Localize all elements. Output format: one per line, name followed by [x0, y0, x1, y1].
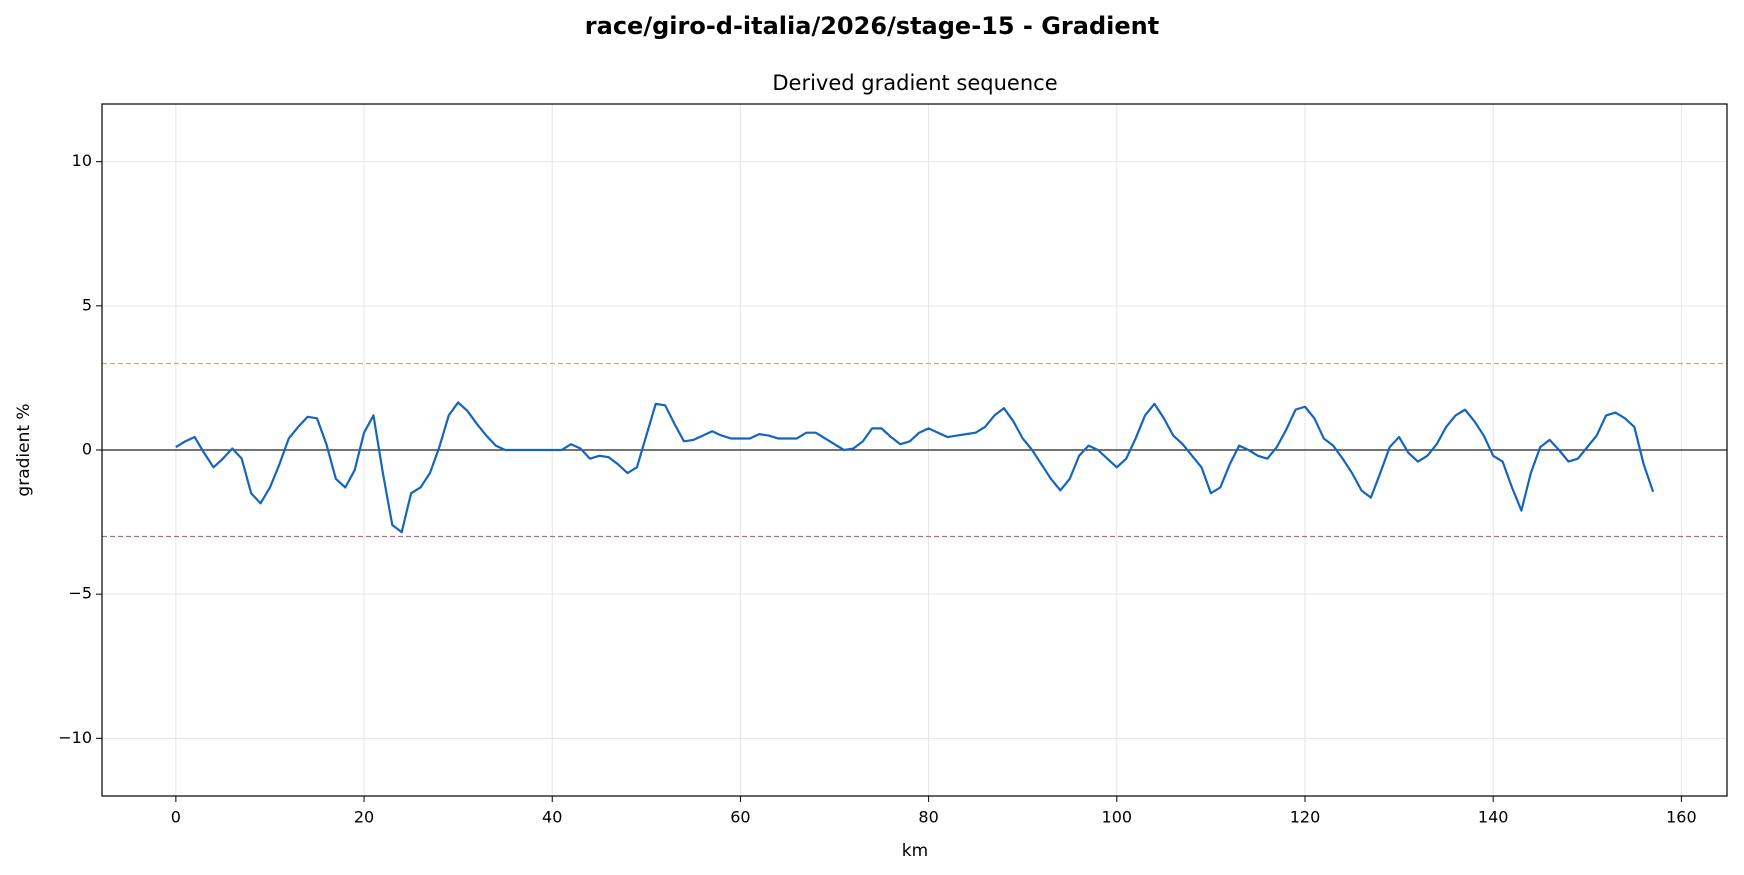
- x-tick-label: 120: [1290, 808, 1321, 827]
- x-tick-label: 100: [1102, 808, 1133, 827]
- y-tick-label: 10: [72, 151, 92, 170]
- chart-subtitle: Derived gradient sequence: [772, 71, 1057, 95]
- x-axis-label: km: [902, 841, 928, 861]
- y-axis-label: gradient %: [14, 403, 34, 496]
- y-tick-label: 5: [82, 295, 92, 314]
- x-tick-label: 20: [354, 808, 374, 827]
- x-tick-label: 40: [542, 808, 562, 827]
- y-tick-label: −5: [68, 584, 92, 603]
- y-tick-label: −10: [58, 728, 92, 747]
- chart-title: race/giro-d-italia/2026/stage-15 - Gradi…: [585, 12, 1159, 40]
- data-line: [175, 401, 1655, 534]
- plot-frame: [101, 103, 1728, 797]
- x-tick-label: 60: [730, 808, 750, 827]
- x-tick-label: 80: [918, 808, 938, 827]
- x-tick-label: 140: [1478, 808, 1509, 827]
- x-tick-label: 160: [1666, 808, 1697, 827]
- y-tick-label: 0: [82, 440, 92, 459]
- x-tick-label: 0: [171, 808, 181, 827]
